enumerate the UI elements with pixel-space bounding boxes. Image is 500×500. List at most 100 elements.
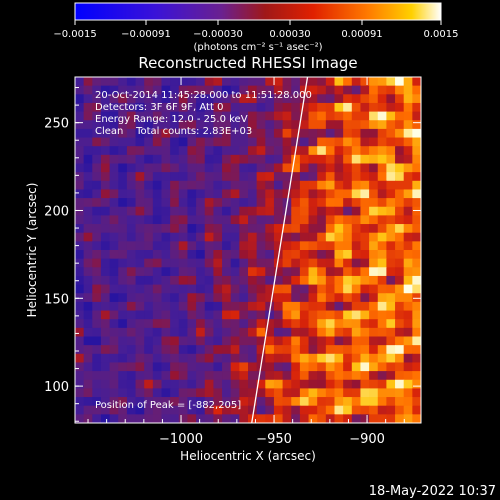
- heatmap-cell: [256, 232, 266, 242]
- heatmap-cell: [325, 163, 336, 173]
- heatmap-cell: [83, 258, 93, 268]
- heatmap-cell: [325, 319, 336, 329]
- heatmap-cell: [222, 224, 232, 234]
- heatmap-cell: [282, 163, 292, 173]
- heatmap-cell: [395, 180, 405, 191]
- heatmap-cell: [170, 258, 180, 268]
- heatmap-cell: [351, 250, 362, 260]
- heatmap-cell: [75, 301, 85, 312]
- heatmap-cell: [256, 77, 266, 87]
- heatmap-cell: [256, 128, 266, 139]
- heatmap-cell: [325, 371, 336, 381]
- heatmap-cell: [265, 215, 275, 225]
- heatmap-cell: [248, 319, 258, 329]
- heatmap-cell: [403, 206, 413, 216]
- heatmap-cell: [204, 379, 214, 389]
- heatmap-cell: [161, 414, 171, 423]
- heatmap-cell: [170, 379, 180, 389]
- heatmap-cell: [161, 241, 171, 251]
- heatmap-cell: [222, 301, 232, 312]
- heatmap-cell: [196, 102, 206, 113]
- heatmap-cell: [196, 77, 206, 87]
- heatmap-cell: [187, 128, 197, 139]
- heatmap-cell: [291, 77, 301, 87]
- heatmap-cell: [92, 137, 102, 147]
- heatmap-cell: [395, 206, 405, 216]
- heatmap-cell: [213, 241, 223, 251]
- heatmap-cell: [412, 397, 421, 407]
- heatmap-cell: [325, 405, 336, 415]
- heatmap-cell: [75, 85, 85, 95]
- heatmap-cell: [152, 388, 163, 398]
- heatmap-cell: [308, 163, 318, 173]
- heatmap-cell: [291, 232, 301, 242]
- heatmap-cell: [325, 215, 336, 225]
- heatmap-cell: [369, 293, 379, 303]
- heatmap-cell: [222, 414, 232, 423]
- heatmap-cell: [144, 405, 154, 415]
- heatmap-cell: [118, 379, 128, 389]
- heatmap-cell: [265, 319, 275, 329]
- heatmap-cell: [273, 388, 284, 398]
- heatmap-cell: [213, 206, 223, 216]
- heatmap-cell: [273, 146, 284, 156]
- heatmap-cell: [75, 198, 85, 208]
- heatmap-cell: [196, 371, 206, 381]
- heatmap-cell: [178, 379, 189, 389]
- heatmap-cell: [118, 85, 128, 95]
- heatmap-cell: [230, 137, 240, 147]
- heatmap-cell: [412, 102, 421, 113]
- heatmap-cell: [282, 102, 292, 113]
- heatmap-cell: [204, 310, 214, 320]
- heatmap-cell: [325, 414, 336, 423]
- heatmap-cell: [92, 275, 102, 286]
- heatmap-cell: [92, 405, 102, 415]
- heatmap-cell: [395, 250, 405, 260]
- heatmap-cell: [334, 241, 344, 251]
- heatmap-cell: [178, 371, 189, 381]
- heatmap-cell: [83, 405, 93, 415]
- heatmap-cell: [377, 405, 387, 415]
- heatmap-cell: [412, 241, 421, 251]
- heatmap-cell: [196, 85, 206, 95]
- heatmap-cell: [83, 85, 93, 95]
- heatmap-cell: [360, 198, 370, 208]
- heatmap-cell: [75, 362, 85, 372]
- heatmap-cell: [386, 102, 396, 113]
- heatmap-cell: [230, 388, 240, 398]
- heatmap-cell: [126, 284, 137, 294]
- heatmap-cell: [161, 163, 171, 173]
- heatmap-cell: [403, 120, 413, 130]
- heatmap-cell: [109, 189, 119, 199]
- heatmap-cell: [230, 154, 240, 165]
- heatmap-cell: [334, 353, 344, 364]
- heatmap-cell: [248, 345, 258, 355]
- heatmap-cell: [325, 232, 336, 242]
- heatmap-cell: [109, 362, 119, 372]
- heatmap-cell: [83, 206, 93, 216]
- heatmap-cell: [308, 301, 318, 312]
- heatmap-cell: [308, 379, 318, 389]
- heatmap-cell: [83, 250, 93, 260]
- heatmap-cell: [187, 198, 197, 208]
- heatmap-cell: [135, 102, 145, 113]
- heatmap-cell: [178, 388, 189, 398]
- heatmap-cell: [213, 137, 223, 147]
- heatmap-cell: [299, 77, 310, 87]
- heatmap-cell: [403, 336, 413, 346]
- heatmap-cell: [386, 345, 396, 355]
- footer-date: 18-May-2022 10:37: [369, 484, 496, 499]
- heatmap-cell: [118, 224, 128, 234]
- heatmap-cell: [317, 241, 327, 251]
- heatmap-cell: [92, 388, 102, 398]
- heatmap-cell: [369, 405, 379, 415]
- heatmap-cell: [92, 258, 102, 268]
- heatmap-cell: [282, 189, 292, 199]
- heatmap-cell: [213, 397, 223, 407]
- heatmap-cell: [230, 250, 240, 260]
- heatmap-cell: [135, 275, 145, 286]
- heatmap-cell: [196, 293, 206, 303]
- heatmap-cell: [273, 198, 284, 208]
- heatmap-cell: [178, 310, 189, 320]
